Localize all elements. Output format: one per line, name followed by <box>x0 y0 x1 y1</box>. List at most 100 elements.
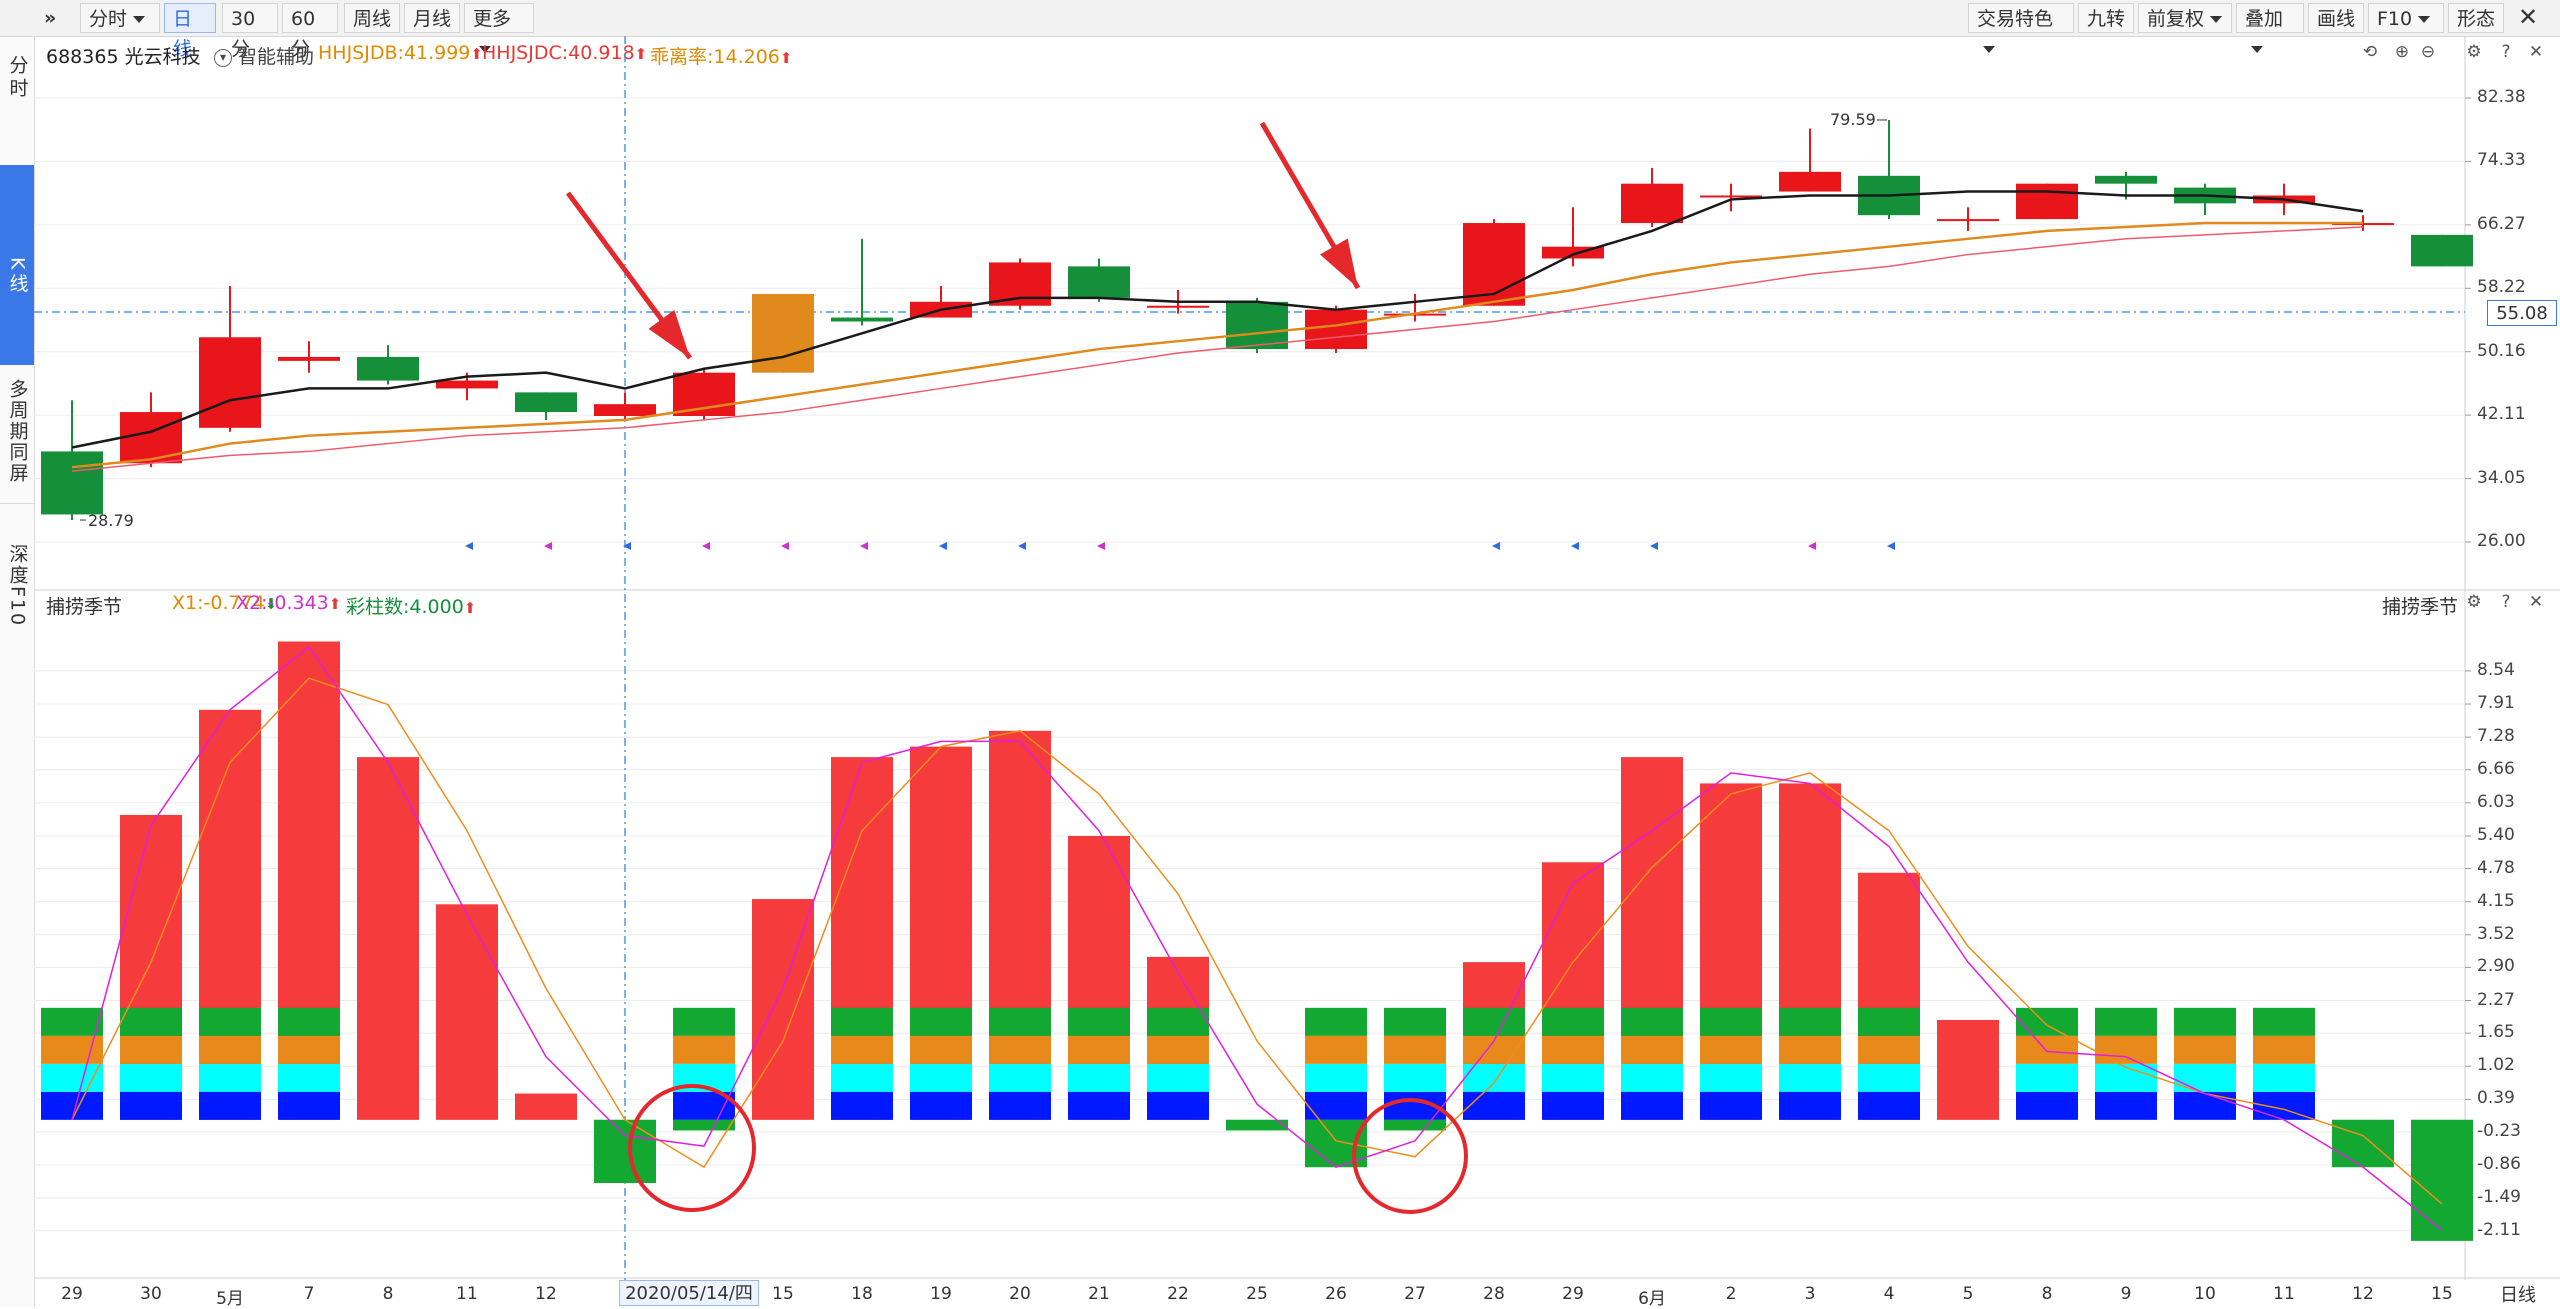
smart-assist-label: 智能辅助 <box>238 46 315 68</box>
tab-weekly[interactable]: 周线 <box>344 3 400 33</box>
zoom-out-icon[interactable]: ⊖ <box>2420 42 2436 62</box>
candle-body <box>2016 183 2078 220</box>
color-stack-bar <box>1147 1007 1209 1036</box>
color-stack-bar <box>831 1063 893 1092</box>
date-tick-label: 21 <box>1088 1284 1110 1304</box>
color-stack-bar <box>1147 1063 1209 1092</box>
lower-x1: X1:-0.774⬇ <box>172 592 277 614</box>
chevron-down-icon <box>2418 16 2431 23</box>
more-label: 更多 <box>473 8 512 30</box>
color-stack-bar <box>1384 1035 1446 1064</box>
draw-line-button[interactable]: 画线 <box>2308 3 2364 33</box>
color-stack-bar <box>1542 1007 1604 1036</box>
overlay-label: 叠加 <box>2245 8 2284 30</box>
color-stack-bar <box>1068 1007 1130 1036</box>
tab-monthly[interactable]: 月线 <box>404 3 460 33</box>
indicator-tick-label: 0.39 <box>2477 1088 2515 1109</box>
color-stack-bar <box>1621 1007 1683 1036</box>
color-stack-bar <box>1700 1091 1762 1120</box>
annotation-arrow-head <box>648 309 690 358</box>
color-stack-bar <box>41 1007 103 1036</box>
adjust-dropdown[interactable]: 前复权 <box>2138 3 2232 33</box>
color-stack-bar <box>1463 1063 1525 1092</box>
color-stack-bar <box>1068 1063 1130 1092</box>
smart-assist-toggle[interactable]: ▾ 智能辅助 <box>214 42 314 69</box>
lower-bar-count: 彩柱数:4.000⬆ <box>346 592 476 619</box>
color-stack-bar <box>199 1007 261 1036</box>
close-icon[interactable]: ✕ <box>2528 592 2544 612</box>
refresh-icon[interactable]: ⟲ <box>2362 42 2378 62</box>
indicator-tick-label: -2.11 <box>2477 1219 2521 1240</box>
color-stack-bar <box>1305 1035 1367 1064</box>
indicator-tick-label: 8.54 <box>2477 659 2515 680</box>
color-stack-bar <box>831 1035 893 1064</box>
date-tick-label: 2 <box>1725 1284 1737 1304</box>
lower-x2: X2:-0.343⬆ <box>236 592 341 614</box>
color-stack-bar <box>2174 1091 2236 1120</box>
stock-code-name: 688365 光云科技 <box>46 46 201 68</box>
signal-marker <box>623 542 631 550</box>
sidebar: 分时 K线 多周期同屏 深度F10 <box>0 37 35 1307</box>
chevron-down-icon <box>2210 16 2223 23</box>
color-stack-bar <box>1305 1091 1367 1120</box>
more-dropdown[interactable]: 更多 <box>464 3 534 53</box>
close-icon[interactable]: ✕ <box>2518 3 2539 31</box>
date-tick-label: 18 <box>851 1284 873 1304</box>
sidebar-item-label: 多周期同屏 <box>6 379 29 484</box>
color-stack-bar <box>1463 1091 1525 1120</box>
trade-feature-dropdown[interactable]: 交易特色 <box>1968 3 2074 53</box>
indicator-value: HHJSJDC:40.918 <box>482 42 635 64</box>
gear-icon[interactable]: ⚙ <box>2466 42 2482 62</box>
color-stack-bar <box>1700 1035 1762 1064</box>
color-stack-bar <box>120 1091 182 1120</box>
color-stack-bar <box>1779 1007 1841 1036</box>
close-icon[interactable]: ✕ <box>2528 42 2544 62</box>
candle-body <box>41 451 103 515</box>
period-label: 日线 <box>2500 1285 2536 1306</box>
sidebar-item-kline[interactable]: K线 <box>0 165 34 365</box>
tab-fenshi[interactable]: 分时 <box>80 3 160 33</box>
tab-daily[interactable]: 日线 <box>164 3 216 60</box>
help-icon[interactable]: ? <box>2501 42 2511 62</box>
color-stack-bar <box>1305 1007 1367 1036</box>
help-icon[interactable]: ? <box>2501 592 2511 612</box>
gear-icon[interactable]: ⚙ <box>2466 592 2482 612</box>
jiuzhuan-button[interactable]: 九转 <box>2078 3 2134 33</box>
indicator-hhjsjdb: HHJSJDB:41.999⬆ <box>318 42 483 64</box>
overlay-dropdown[interactable]: 叠加 <box>2236 3 2304 53</box>
f10-dropdown[interactable]: F10 <box>2368 3 2444 33</box>
indicator-bar <box>515 1093 577 1120</box>
indicator-bar-negative <box>1226 1119 1288 1131</box>
color-stack-bar <box>1068 1091 1130 1120</box>
indicator-tick-label: 4.15 <box>2477 890 2515 911</box>
color-stack-bar <box>1147 1035 1209 1064</box>
tab-30min[interactable]: 30分 <box>222 3 278 60</box>
sidebar-item-fenshi[interactable]: 分时 <box>0 55 34 115</box>
color-stack-bar <box>989 1035 1051 1064</box>
candle-body <box>1305 309 1367 350</box>
candle-body <box>2095 175 2157 184</box>
price-tick-label: 74.33 <box>2477 150 2526 171</box>
tab-60min[interactable]: 60分 <box>282 3 338 60</box>
signal-marker <box>1887 542 1895 550</box>
annotation-circle <box>1352 1098 1468 1214</box>
signal-marker <box>1097 542 1105 550</box>
date-tick-label: 4 <box>1883 1284 1895 1304</box>
sidebar-item-multi-period[interactable]: 多周期同屏 <box>0 337 34 517</box>
candle-body <box>1542 246 1604 259</box>
sidebar-item-deep-f10[interactable]: 深度F10 <box>0 503 34 683</box>
zoom-in-icon[interactable]: ⊕ <box>2394 42 2410 62</box>
trade-feature-label: 交易特色 <box>1977 8 2054 30</box>
color-stack-bar <box>910 1063 972 1092</box>
price-tick-label: 42.11 <box>2477 404 2526 425</box>
date-tick-label: 27 <box>1404 1284 1426 1304</box>
indicator-bar-negative <box>594 1119 656 1183</box>
indicator-tick-label: -0.86 <box>2477 1154 2521 1175</box>
color-stack-bar <box>1779 1091 1841 1120</box>
expand-icon[interactable]: » <box>44 7 57 29</box>
date-tick-label: 6月 <box>1638 1289 1666 1309</box>
candle-body <box>1779 171 1841 192</box>
color-stack-bar <box>1305 1063 1367 1092</box>
pattern-button[interactable]: 形态 <box>2448 3 2504 33</box>
